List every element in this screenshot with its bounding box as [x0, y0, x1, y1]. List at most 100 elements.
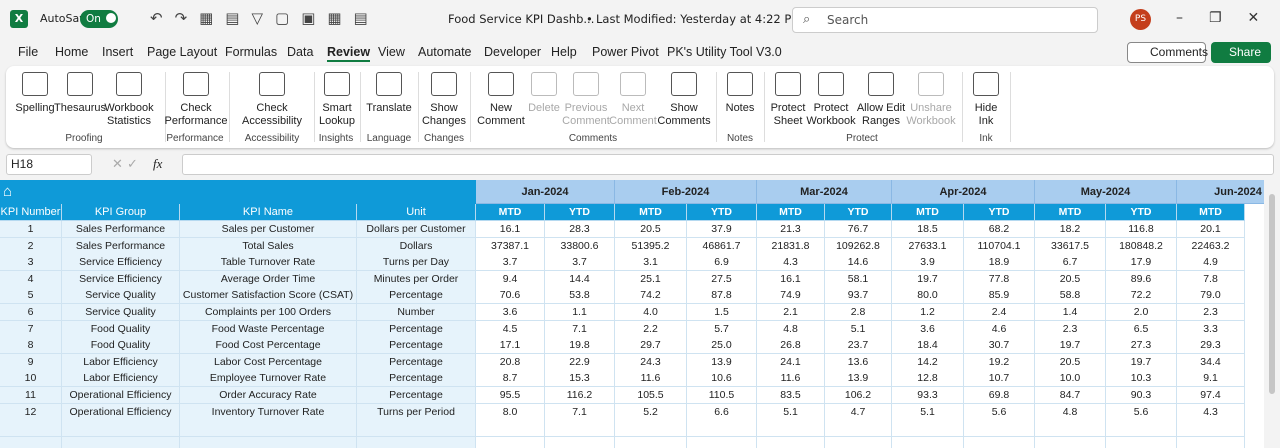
- table-cell[interactable]: 69.8: [964, 387, 1035, 405]
- empty-cell[interactable]: [825, 436, 892, 448]
- ribbon-button[interactable]: Show Comments: [644, 72, 724, 128]
- table-cell[interactable]: 7.1: [545, 403, 615, 421]
- table-cell[interactable]: 7.1: [545, 320, 615, 338]
- file-name[interactable]: Food Service KPI Dashb...: [448, 12, 595, 26]
- table-cell[interactable]: Labor Efficiency: [62, 370, 180, 388]
- table-cell[interactable]: 9.4: [476, 270, 545, 288]
- menu-tab[interactable]: Home: [55, 45, 89, 59]
- table-cell[interactable]: 20.5: [1035, 353, 1106, 371]
- table-cell[interactable]: 11.6: [615, 370, 687, 388]
- table-cell[interactable]: 20.5: [1035, 270, 1106, 288]
- table-cell[interactable]: 5: [0, 287, 62, 305]
- table-cell[interactable]: 76.7: [825, 221, 892, 239]
- table-cell[interactable]: Percentage: [357, 337, 476, 355]
- table-cell[interactable]: 83.5: [757, 387, 825, 405]
- table-cell[interactable]: 77.8: [964, 270, 1035, 288]
- empty-cell[interactable]: [1035, 420, 1106, 438]
- empty-cell[interactable]: [62, 420, 180, 438]
- table-cell[interactable]: 110704.1: [964, 237, 1035, 255]
- table-cell[interactable]: Turns per Period: [357, 403, 476, 421]
- ribbon-button[interactable]: Protect Sheet: [748, 72, 828, 128]
- table-cell[interactable]: 18.2: [1035, 221, 1106, 239]
- table-cell[interactable]: 29.3: [1177, 337, 1245, 355]
- table-cell[interactable]: 19.7: [1035, 337, 1106, 355]
- menu-tab[interactable]: Data: [287, 45, 314, 59]
- table-cell[interactable]: 46861.7: [687, 237, 757, 255]
- table-cell[interactable]: 30.7: [964, 337, 1035, 355]
- table-cell[interactable]: 37387.1: [476, 237, 545, 255]
- table-cell[interactable]: 19.8: [545, 337, 615, 355]
- table-cell[interactable]: 13.6: [825, 353, 892, 371]
- table-cell[interactable]: 2: [0, 237, 62, 255]
- table-cell[interactable]: Average Order Time: [180, 270, 357, 288]
- empty-cell[interactable]: [757, 420, 825, 438]
- table-cell[interactable]: 89.6: [1106, 270, 1177, 288]
- table-cell[interactable]: 6.9: [687, 254, 757, 272]
- table-cell[interactable]: 1.5: [687, 304, 757, 322]
- table-cell[interactable]: 4: [0, 270, 62, 288]
- table-cell[interactable]: 3.7: [545, 254, 615, 272]
- table-cell[interactable]: 2.3: [1177, 304, 1245, 322]
- table-cell[interactable]: Service Efficiency: [62, 270, 180, 288]
- table-cell[interactable]: 33800.6: [545, 237, 615, 255]
- menu-tab[interactable]: View: [378, 45, 405, 59]
- empty-cell[interactable]: [615, 436, 687, 448]
- table-cell[interactable]: 25.1: [615, 270, 687, 288]
- table-cell[interactable]: 5.2: [615, 403, 687, 421]
- table-cell[interactable]: 72.2: [1106, 287, 1177, 305]
- table-cell[interactable]: 3.3: [1177, 320, 1245, 338]
- table-cell[interactable]: Food Cost Percentage: [180, 337, 357, 355]
- table-cell[interactable]: 3.6: [892, 320, 964, 338]
- empty-cell[interactable]: [1177, 420, 1245, 438]
- ribbon-button[interactable]: Translate: [349, 72, 429, 115]
- table-cell[interactable]: 93.3: [892, 387, 964, 405]
- table-cell[interactable]: Labor Cost Percentage: [180, 353, 357, 371]
- table-cell[interactable]: 23.7: [825, 337, 892, 355]
- table-cell[interactable]: 5.1: [825, 320, 892, 338]
- empty-cell[interactable]: [476, 436, 545, 448]
- table-cell[interactable]: 27.3: [1106, 337, 1177, 355]
- ribbon-button[interactable]: Show Changes: [404, 72, 484, 128]
- table-cell[interactable]: Percentage: [357, 370, 476, 388]
- table-cell[interactable]: 93.7: [825, 287, 892, 305]
- ribbon-button[interactable]: New Comment: [461, 72, 541, 128]
- ribbon-button[interactable]: Hide Ink: [946, 72, 1026, 128]
- table-cell[interactable]: 6.5: [1106, 320, 1177, 338]
- share-button[interactable]: Share: [1211, 42, 1271, 63]
- table-cell[interactable]: 33617.5: [1035, 237, 1106, 255]
- table-cell[interactable]: 28.3: [545, 221, 615, 239]
- table-cell[interactable]: 58.8: [1035, 287, 1106, 305]
- empty-cell[interactable]: [1106, 420, 1177, 438]
- table-cell[interactable]: 16.1: [476, 221, 545, 239]
- table-cell[interactable]: Percentage: [357, 387, 476, 405]
- empty-cell[interactable]: [687, 436, 757, 448]
- table-cell[interactable]: 2.2: [615, 320, 687, 338]
- table-cell[interactable]: 24.3: [615, 353, 687, 371]
- table-cell[interactable]: 12.8: [892, 370, 964, 388]
- table-cell[interactable]: 2.3: [1035, 320, 1106, 338]
- table-cell[interactable]: 3.6: [476, 304, 545, 322]
- table-cell[interactable]: 13.9: [687, 353, 757, 371]
- empty-cell[interactable]: [892, 420, 964, 438]
- table-cell[interactable]: Dollars per Customer: [357, 221, 476, 239]
- table-cell[interactable]: 3: [0, 254, 62, 272]
- table-cell[interactable]: 4.6: [964, 320, 1035, 338]
- table-cell[interactable]: 14.6: [825, 254, 892, 272]
- fx-button[interactable]: fx: [153, 156, 163, 171]
- table-cell[interactable]: 17.9: [1106, 254, 1177, 272]
- table-cell[interactable]: 6.6: [687, 403, 757, 421]
- table-cell[interactable]: Complaints per 100 Orders: [180, 304, 357, 322]
- menu-tab[interactable]: PK's Utility Tool V3.0: [667, 45, 782, 59]
- table-cell[interactable]: 106.2: [825, 387, 892, 405]
- user-avatar[interactable]: PS: [1130, 9, 1151, 30]
- last-modified[interactable]: Last Modified: Yesterday at 4:22 PM: [596, 12, 802, 26]
- table-cell[interactable]: 5.7: [687, 320, 757, 338]
- ribbon-button[interactable]: Check Accessibility: [232, 72, 312, 128]
- table-cell[interactable]: 58.1: [825, 270, 892, 288]
- table-cell[interactable]: 1.4: [1035, 304, 1106, 322]
- ribbon-button[interactable]: Check Performance: [156, 72, 236, 128]
- ribbon-button[interactable]: Workbook Statistics: [89, 72, 169, 128]
- table-cell[interactable]: Total Sales: [180, 237, 357, 255]
- table-cell[interactable]: 1.1: [545, 304, 615, 322]
- empty-cell[interactable]: [964, 436, 1035, 448]
